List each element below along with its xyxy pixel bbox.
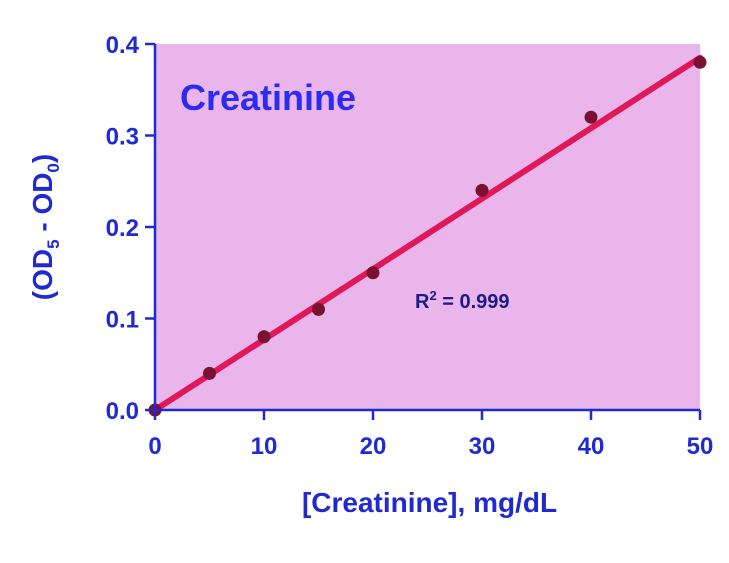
y-tick-label: 0.3 bbox=[106, 124, 139, 151]
y-tick-label: 0.0 bbox=[106, 398, 139, 425]
x-axis-title: [Creatinine], mg/dL bbox=[302, 487, 557, 518]
y-title-sub2: 0 bbox=[44, 163, 63, 172]
r-squared-value: = 0.999 bbox=[437, 291, 510, 313]
r-squared-annotation: R2 = 0.999 bbox=[415, 288, 510, 313]
fit-line-layer bbox=[152, 54, 703, 413]
axes-layer: 0 10 20 30 40 50 0.0 0.1 0.2 0.3 0.4 bbox=[106, 32, 714, 460]
y-title-part2: - OD bbox=[27, 173, 58, 240]
fit-line bbox=[152, 54, 703, 413]
y-tick-label: 0.1 bbox=[106, 307, 139, 334]
y-tick-label: 0.4 bbox=[106, 32, 140, 59]
x-tick-label: 30 bbox=[469, 433, 496, 460]
data-point bbox=[257, 330, 271, 344]
x-tick-label: 40 bbox=[578, 433, 605, 460]
y-title-sub1: 5 bbox=[44, 239, 63, 248]
y-tick-label: 0.2 bbox=[106, 215, 139, 242]
y-axis-title: (OD5 - OD0) bbox=[27, 154, 63, 300]
y-title-part1: (OD bbox=[27, 249, 58, 300]
data-point bbox=[366, 266, 380, 280]
x-tick-label: 20 bbox=[360, 433, 387, 460]
data-point bbox=[584, 110, 598, 124]
chart-title: Creatinine bbox=[180, 77, 356, 118]
data-points-layer bbox=[148, 55, 707, 417]
data-point bbox=[312, 302, 325, 316]
x-tick-label: 0 bbox=[148, 433, 161, 460]
x-tick-label: 10 bbox=[251, 433, 278, 460]
r-squared-sup: 2 bbox=[429, 288, 436, 303]
data-point bbox=[203, 366, 216, 380]
data-point bbox=[475, 183, 489, 197]
x-tick-label: 50 bbox=[687, 433, 714, 460]
r-squared-r: R bbox=[415, 291, 430, 313]
y-title-part3: ) bbox=[27, 154, 58, 163]
data-point bbox=[693, 55, 707, 69]
